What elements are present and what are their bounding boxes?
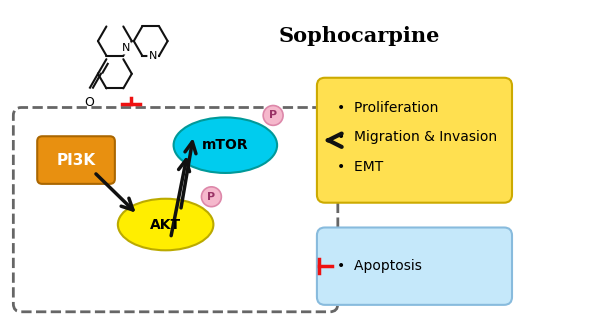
Text: AKT: AKT xyxy=(150,217,181,231)
Text: P: P xyxy=(269,111,277,121)
Text: Sophocarpine: Sophocarpine xyxy=(279,26,440,46)
Text: •  Migration & Invasion: • Migration & Invasion xyxy=(337,130,497,144)
FancyBboxPatch shape xyxy=(317,227,512,305)
Text: •  Proliferation: • Proliferation xyxy=(337,100,438,115)
Ellipse shape xyxy=(173,118,277,173)
Circle shape xyxy=(202,187,221,207)
FancyBboxPatch shape xyxy=(13,108,338,312)
Text: N: N xyxy=(122,43,131,53)
Text: P: P xyxy=(208,192,215,202)
Text: O: O xyxy=(84,95,94,109)
Circle shape xyxy=(263,106,283,125)
Text: PI3K: PI3K xyxy=(56,152,95,168)
FancyBboxPatch shape xyxy=(317,78,512,203)
Text: •  EMT: • EMT xyxy=(337,160,383,174)
Ellipse shape xyxy=(118,199,214,250)
Text: mTOR: mTOR xyxy=(202,138,248,152)
Text: N: N xyxy=(148,51,157,61)
FancyBboxPatch shape xyxy=(37,136,115,184)
Text: •  Apoptosis: • Apoptosis xyxy=(337,259,422,273)
